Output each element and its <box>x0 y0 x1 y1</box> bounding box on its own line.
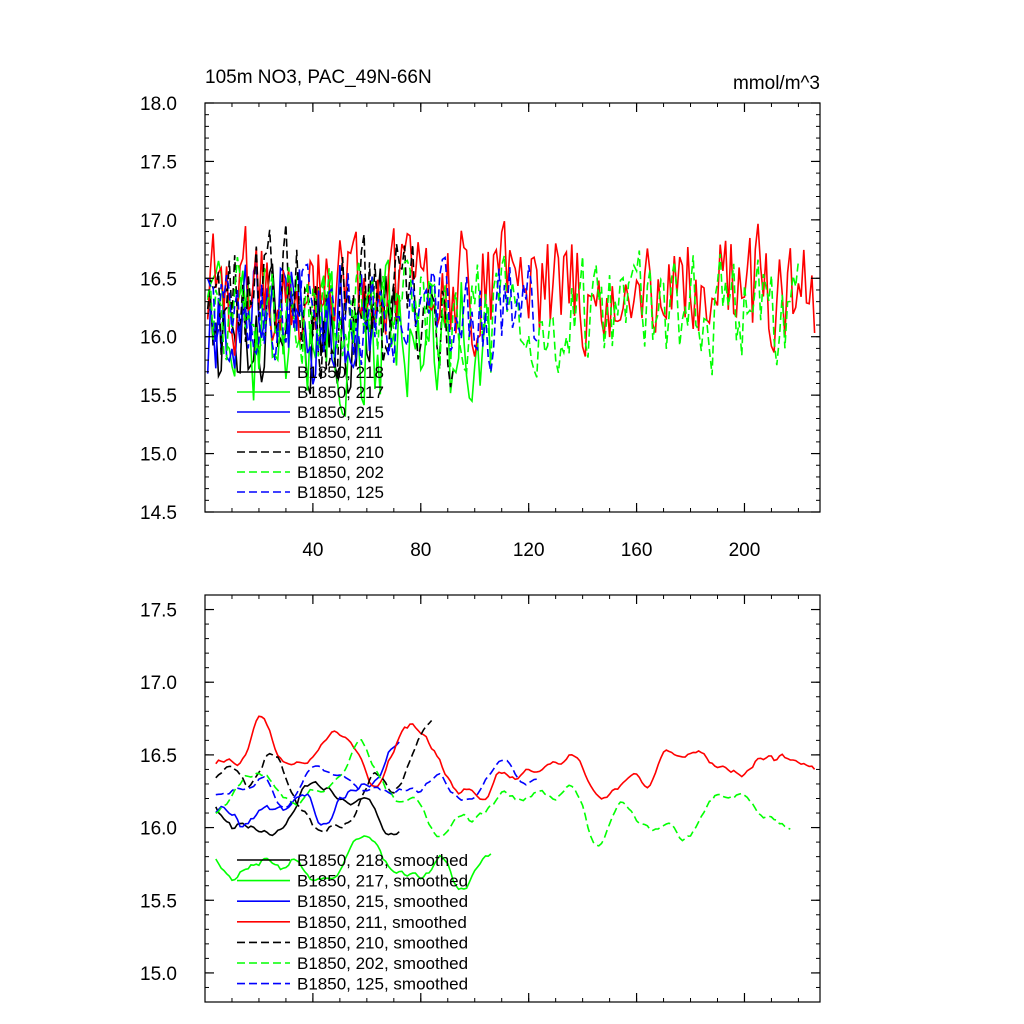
series-line-6 <box>215 759 540 809</box>
chart-title: 105m NO3, PAC_49N-66N <box>205 67 432 88</box>
legend-entry-4: B1850, 210, smoothed <box>297 933 468 952</box>
x-tick-label: 160 <box>621 540 653 561</box>
plot-area <box>215 715 816 891</box>
legend-entry-1: B1850, 217 <box>297 383 384 402</box>
y-tick-label: 16.5 <box>140 746 177 767</box>
y-tick-label: 15.0 <box>140 964 177 985</box>
chart-units: mmol/m^3 <box>733 73 820 94</box>
legend-entry-2: B1850, 215, smoothed <box>297 892 468 911</box>
y-tick-label: 16.0 <box>140 819 177 840</box>
y-tick-label: 15.5 <box>140 891 177 912</box>
legend-entry-3: B1850, 211 <box>297 423 383 442</box>
y-tick-label: 18.0 <box>140 94 177 115</box>
x-tick-label: 120 <box>513 540 545 561</box>
series-line-0 <box>215 780 400 837</box>
series-line-4 <box>206 224 454 388</box>
legend-entry-0: B1850, 218 <box>297 363 384 382</box>
legend-entry-2: B1850, 215 <box>297 403 384 422</box>
legend-entry-4: B1850, 210 <box>297 443 384 462</box>
y-tick-label: 14.5 <box>140 503 177 524</box>
y-tick-label: 15.5 <box>140 386 177 407</box>
x-tick-label: 200 <box>729 540 761 561</box>
legend-entry-5: B1850, 202, smoothed <box>297 954 468 973</box>
legend-entry-1: B1850, 217, smoothed <box>297 872 468 891</box>
plot-area <box>206 221 816 418</box>
series-line-5 <box>206 250 800 378</box>
y-tick-label: 17.0 <box>140 211 177 232</box>
series-line-4 <box>215 719 433 833</box>
x-tick-label: 40 <box>302 540 323 561</box>
plot-frame <box>204 102 821 513</box>
top-panel: 14.5 15.0 15.5 16.0 16.5 17.0 17.5 18.0 40 80 120 1… <box>140 67 821 561</box>
legend: B1850, 218, smoothed B1850, 217, smoothed… <box>237 851 468 994</box>
legend-entry-6: B1850, 125, smoothed <box>297 975 468 994</box>
legend-entry-3: B1850, 211, smoothed <box>297 913 467 932</box>
series-line-5 <box>215 738 791 847</box>
bottom-panel: 15.0 15.5 16.0 16.5 17.0 17.5 B1850, 218, smoo… <box>140 594 821 1003</box>
x-tick-label: 80 <box>410 540 431 561</box>
y-tick-label: 16.5 <box>140 269 177 290</box>
series-line-6 <box>206 255 538 373</box>
legend-entry-0: B1850, 218, smoothed <box>297 851 468 870</box>
legend-entry-5: B1850, 202 <box>297 463 384 482</box>
legend-entry-6: B1850, 125 <box>297 483 384 502</box>
y-tick-label: 17.0 <box>140 673 177 694</box>
series-line-2 <box>215 741 400 828</box>
y-tick-label: 16.0 <box>140 328 177 349</box>
series-line-3 <box>215 715 816 801</box>
y-tick-label: 17.5 <box>140 601 177 622</box>
y-tick-label: 17.5 <box>140 152 177 173</box>
y-tick-label: 15.0 <box>140 445 177 466</box>
